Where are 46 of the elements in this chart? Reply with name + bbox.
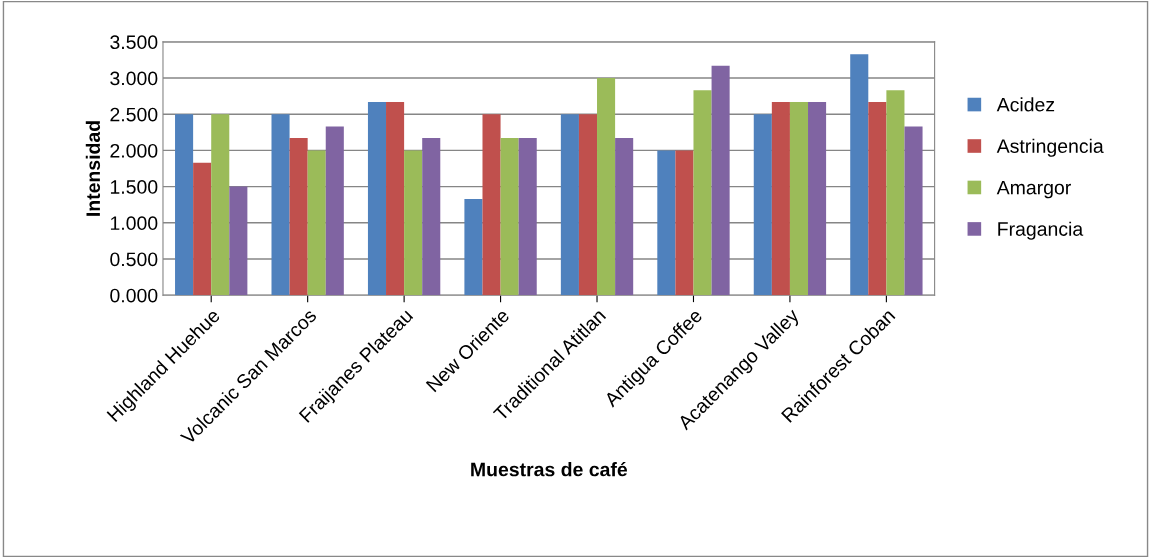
bar (597, 78, 616, 296)
bar (307, 150, 326, 296)
y-tick-label: 1.500 (110, 180, 158, 194)
y-tick-label: 2.000 (110, 143, 158, 158)
bar (808, 101, 827, 296)
bar (464, 198, 483, 296)
bar (753, 114, 772, 296)
bar (771, 101, 790, 296)
y-tick-label: 3.000 (110, 71, 158, 86)
bar (271, 114, 290, 296)
y-tick-label: 1.000 (110, 216, 158, 231)
bar (560, 114, 579, 296)
bar (367, 101, 387, 296)
bar (325, 126, 344, 296)
bar (211, 114, 230, 296)
bar (711, 65, 730, 296)
bar (868, 101, 887, 296)
legend-label: Fragancia (998, 221, 1084, 240)
bar (289, 138, 308, 296)
bar (578, 114, 598, 296)
y-tick-label: 2.500 (110, 107, 158, 122)
legend-label: Acidez (996, 97, 1055, 112)
bar (615, 138, 634, 296)
bar (850, 54, 869, 296)
bar (193, 162, 212, 296)
bar (886, 90, 905, 296)
bar (518, 138, 537, 296)
bar (675, 150, 694, 296)
bar (229, 186, 248, 296)
bar (693, 90, 712, 296)
x-axis-title: Muestras de café (471, 461, 628, 477)
bar (657, 150, 676, 296)
bar (789, 101, 809, 296)
bar (904, 126, 923, 296)
legend-label: Amargor (996, 180, 1071, 199)
legend-label: Astringencia (996, 138, 1104, 157)
y-tick-label: 3.500 (110, 35, 158, 50)
bar (500, 138, 519, 296)
y-axis-title: Intensidad (85, 121, 101, 216)
y-tick-label: 0.500 (110, 252, 158, 267)
bar (422, 138, 441, 296)
bar (386, 101, 405, 296)
y-tick-label: 0.000 (110, 288, 158, 303)
bar (482, 114, 501, 296)
bar (404, 150, 423, 296)
bar (175, 114, 194, 296)
